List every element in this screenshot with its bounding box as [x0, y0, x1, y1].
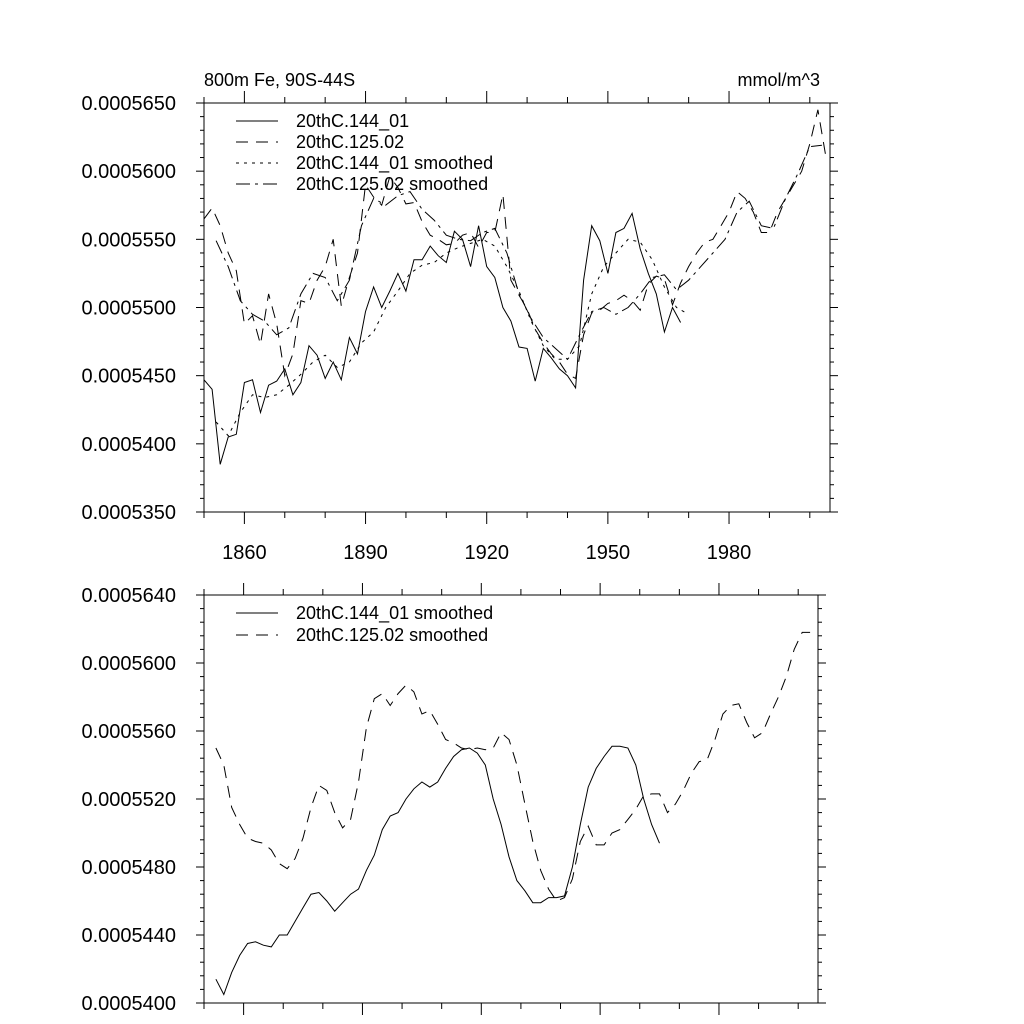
series-line-3 — [215, 144, 822, 361]
legend-label: 20thC.144_01 smoothed — [296, 153, 493, 174]
x-tick-label: 1950 — [586, 542, 631, 564]
x-tick-label: 1860 — [222, 542, 267, 564]
y-tick-label: 0.0005520 — [81, 789, 176, 811]
y-tick-label: 0.0005350 — [81, 502, 176, 524]
y-tick-label: 0.0005600 — [81, 653, 176, 675]
y-tick-label: 0.0005440 — [81, 925, 176, 947]
top-plot-units: mmol/m^3 — [738, 70, 820, 90]
series-line-2 — [215, 238, 689, 437]
y-tick-label: 0.0005450 — [81, 366, 176, 388]
legend-label: 20thC.125.02 smoothed — [296, 174, 488, 194]
y-tick-label: 0.0005500 — [81, 298, 176, 320]
x-tick-label: 1920 — [464, 542, 509, 564]
legend-label: 20thC.144_01 smoothed — [296, 603, 493, 624]
series-line-0 — [215, 745, 660, 996]
bottom-plot-frame — [203, 594, 819, 1004]
legend-label: 20thC.144_01 — [296, 111, 409, 132]
y-tick-label: 0.0005560 — [81, 721, 176, 743]
y-tick-label: 0.0005400 — [81, 434, 176, 456]
y-tick-label: 0.0005640 — [81, 585, 176, 607]
series-line-1 — [215, 631, 811, 902]
x-tick-label: 1980 — [707, 542, 752, 564]
y-tick-label: 0.0005480 — [81, 857, 176, 879]
legend-label: 20thC.125.02 smoothed — [296, 625, 488, 645]
top-plot-title: 800m Fe, 90S-44S — [204, 70, 355, 90]
y-tick-label: 0.0005400 — [81, 993, 176, 1015]
y-tick-label: 0.0005550 — [81, 229, 176, 251]
series-line-1 — [203, 109, 827, 380]
series-line-0 — [203, 211, 682, 465]
legend-label: 20thC.125.02 — [296, 132, 404, 152]
x-tick-label: 1890 — [343, 542, 388, 564]
y-tick-label: 0.0005600 — [81, 161, 176, 183]
y-tick-label: 0.0005650 — [81, 93, 176, 115]
